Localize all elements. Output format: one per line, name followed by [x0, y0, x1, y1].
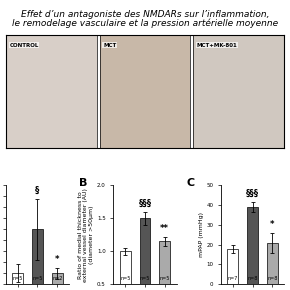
Bar: [32, 229, 43, 284]
Bar: [12, 273, 23, 284]
Text: n=5: n=5: [160, 276, 170, 281]
Y-axis label: Ratio of medial thickness to
external vessel diameter (AU)
(diameter >50µm): Ratio of medial thickness to external ve…: [78, 188, 94, 282]
Text: *: *: [270, 220, 275, 229]
Text: *: *: [55, 255, 59, 264]
Bar: [120, 251, 131, 290]
Text: §§§: §§§: [138, 199, 152, 208]
Text: CONTROL: CONTROL: [10, 43, 39, 48]
Text: §: §: [35, 186, 40, 195]
Text: B: B: [79, 177, 87, 188]
Bar: [247, 207, 258, 284]
Bar: [227, 249, 238, 284]
Text: n=2: n=2: [52, 276, 62, 281]
Text: n=8: n=8: [267, 276, 278, 281]
Text: MCT: MCT: [103, 43, 116, 48]
Text: n=8: n=8: [247, 276, 258, 281]
Y-axis label: mPAP (mmHg): mPAP (mmHg): [199, 212, 204, 257]
Text: n=5: n=5: [12, 276, 23, 281]
Bar: [159, 241, 170, 290]
Text: n=7: n=7: [228, 276, 238, 281]
Text: MCT+MK-801: MCT+MK-801: [197, 43, 238, 48]
Text: n=5: n=5: [32, 276, 43, 281]
Text: **: **: [160, 224, 169, 233]
Text: n=5: n=5: [120, 276, 130, 281]
Text: le remodelage vasculaire et la pression artérielle moyenne: le remodelage vasculaire et la pression …: [12, 19, 278, 28]
Text: Effet d’un antagoniste des NMDARs sur l’inflammation,: Effet d’un antagoniste des NMDARs sur l’…: [21, 10, 269, 19]
Text: §§§: §§§: [246, 189, 259, 198]
Bar: [52, 273, 63, 284]
Text: n=5: n=5: [140, 276, 150, 281]
Bar: [139, 218, 151, 290]
Bar: [267, 243, 278, 284]
Text: C: C: [186, 177, 194, 188]
